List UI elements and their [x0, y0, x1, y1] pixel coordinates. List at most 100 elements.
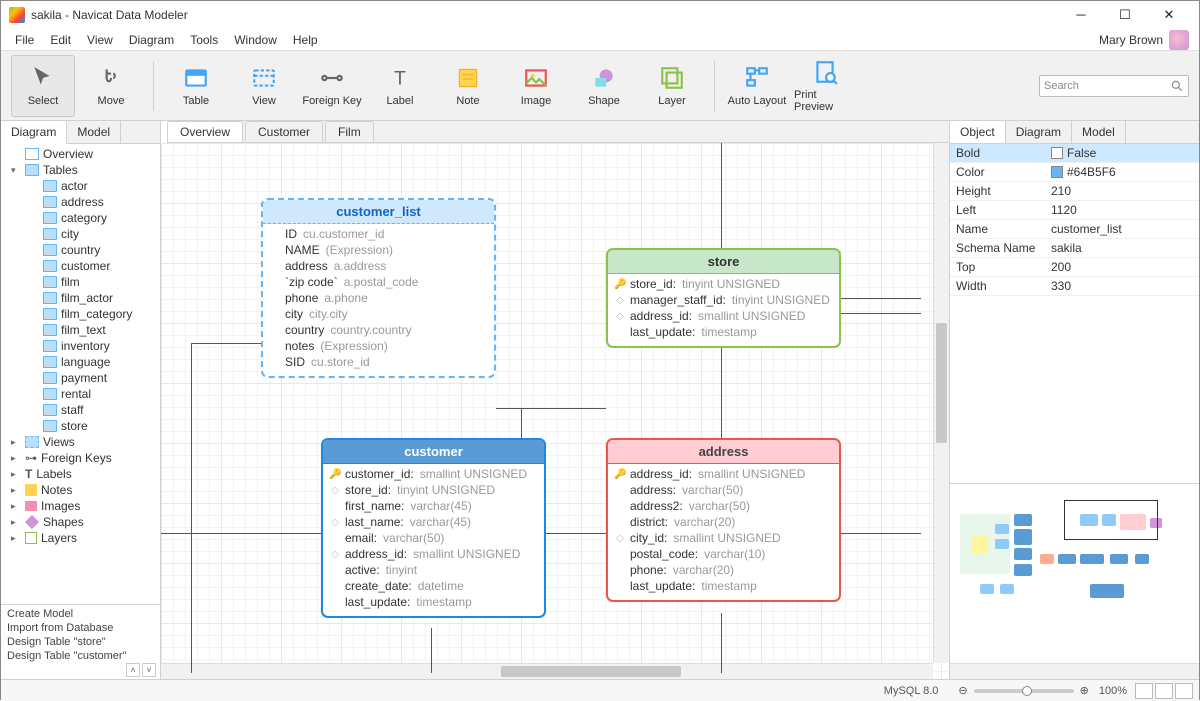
toolbar-label[interactable]: TLabel [368, 55, 432, 117]
overview-scroll[interactable] [950, 663, 1199, 679]
toolbar-table[interactable]: Table [164, 55, 228, 117]
entity-store[interactable]: store🔑store_id: tinyint UNSIGNED◇manager… [606, 248, 841, 348]
prop-bold[interactable]: BoldFalse [950, 144, 1199, 163]
tab-overview[interactable]: Overview [167, 121, 243, 142]
tree-table-category[interactable]: category [1, 210, 160, 226]
toolbar-shape[interactable]: Shape [572, 55, 636, 117]
field[interactable]: address: varchar(50) [614, 482, 833, 498]
overview-viewport[interactable] [1064, 500, 1158, 540]
tree-labels[interactable]: ▸TLabels [1, 466, 160, 482]
tab-customer[interactable]: Customer [245, 121, 323, 142]
field[interactable]: ◇store_id: tinyint UNSIGNED [329, 482, 538, 498]
tab-film[interactable]: Film [325, 121, 374, 142]
prop-name[interactable]: Namecustomer_list [950, 220, 1199, 239]
menu-view[interactable]: View [79, 31, 121, 49]
toolbar-note[interactable]: Note [436, 55, 500, 117]
recent-item[interactable]: Design Table "store" [1, 635, 160, 649]
menu-window[interactable]: Window [226, 31, 285, 49]
field[interactable]: phone a.phone [269, 290, 488, 306]
field[interactable]: email: varchar(50) [329, 530, 538, 546]
tree-notes[interactable]: ▸Notes [1, 482, 160, 498]
field[interactable]: ID cu.customer_id [269, 226, 488, 242]
tree-table-film_actor[interactable]: film_actor [1, 290, 160, 306]
tree-table-country[interactable]: country [1, 242, 160, 258]
entity-customer_list[interactable]: customer_listID cu.customer_idNAME (Expr… [261, 198, 496, 378]
tree-table-language[interactable]: language [1, 354, 160, 370]
diagram-tree[interactable]: Overview▾Tablesactoraddresscategorycityc… [1, 144, 160, 604]
field[interactable]: ◇address_id: smallint UNSIGNED [614, 308, 833, 324]
recent-up[interactable]: ˄ [126, 663, 140, 677]
tree-views[interactable]: ▸Views [1, 434, 160, 450]
toolbar-printpreview[interactable]: Print Preview [793, 55, 857, 117]
field[interactable]: NAME (Expression) [269, 242, 488, 258]
entity-address[interactable]: address🔑address_id: smallint UNSIGNEDadd… [606, 438, 841, 602]
tree-table-payment[interactable]: payment [1, 370, 160, 386]
view-mode-3[interactable] [1175, 683, 1193, 699]
field[interactable]: last_update: timestamp [614, 324, 833, 340]
menu-diagram[interactable]: Diagram [121, 31, 182, 49]
zoom-out-icon[interactable]: ⊖ [958, 684, 967, 697]
toolbar-select[interactable]: Select [11, 55, 75, 117]
canvas-scroll-vertical[interactable] [933, 143, 949, 663]
tab-diagram[interactable]: Diagram [1, 121, 67, 144]
field[interactable]: 🔑store_id: tinyint UNSIGNED [614, 276, 833, 292]
overview-map[interactable] [950, 483, 1199, 663]
tab-diagram-props[interactable]: Diagram [1006, 121, 1072, 143]
canvas-scroll-horizontal[interactable] [161, 663, 933, 679]
field[interactable]: SID cu.store_id [269, 354, 488, 370]
prop-width[interactable]: Width330 [950, 277, 1199, 296]
field[interactable]: phone: varchar(20) [614, 562, 833, 578]
tree-table-rental[interactable]: rental [1, 386, 160, 402]
tree-table-inventory[interactable]: inventory [1, 338, 160, 354]
tab-model-props[interactable]: Model [1072, 121, 1126, 143]
tree-overview[interactable]: Overview [1, 146, 160, 162]
tree-table-store[interactable]: store [1, 418, 160, 434]
view-mode-2[interactable] [1155, 683, 1173, 699]
minimize-button[interactable]: ─ [1059, 1, 1103, 29]
toolbar-layer[interactable]: Layer [640, 55, 704, 117]
field[interactable]: first_name: varchar(45) [329, 498, 538, 514]
maximize-button[interactable]: ☐ [1103, 1, 1147, 29]
recent-item[interactable]: Design Table "customer" [1, 649, 160, 663]
field[interactable]: last_update: timestamp [614, 578, 833, 594]
field[interactable]: 🔑address_id: smallint UNSIGNED [614, 466, 833, 482]
tree-table-actor[interactable]: actor [1, 178, 160, 194]
field[interactable]: address2: varchar(50) [614, 498, 833, 514]
close-button[interactable]: ✕ [1147, 1, 1191, 29]
prop-height[interactable]: Height210 [950, 182, 1199, 201]
prop-top[interactable]: Top200 [950, 258, 1199, 277]
tree-table-film_category[interactable]: film_category [1, 306, 160, 322]
field[interactable]: last_update: timestamp [329, 594, 538, 610]
er-canvas[interactable]: customer_listID cu.customer_idNAME (Expr… [161, 143, 949, 679]
menu-help[interactable]: Help [285, 31, 326, 49]
menu-tools[interactable]: Tools [182, 31, 226, 49]
search-input[interactable]: Search [1039, 75, 1189, 97]
field[interactable]: address a.address [269, 258, 488, 274]
tab-model[interactable]: Model [67, 121, 121, 143]
field[interactable]: city city.city [269, 306, 488, 322]
field[interactable]: notes (Expression) [269, 338, 488, 354]
zoom-control[interactable]: ⊖ ⊕ [958, 684, 1088, 697]
tree-foreign-keys[interactable]: ▸⊶Foreign Keys [1, 450, 160, 466]
user-area[interactable]: Mary Brown [1099, 30, 1193, 50]
field[interactable]: 🔑customer_id: smallint UNSIGNED [329, 466, 538, 482]
view-mode-1[interactable] [1135, 683, 1153, 699]
property-grid[interactable]: BoldFalseColor#64B5F6Height210Left1120Na… [950, 144, 1199, 296]
recent-item[interactable]: Create Model [1, 607, 160, 621]
field[interactable]: district: varchar(20) [614, 514, 833, 530]
toolbar-foreignkey[interactable]: Foreign Key [300, 55, 364, 117]
field[interactable]: ◇city_id: smallint UNSIGNED [614, 530, 833, 546]
zoom-in-icon[interactable]: ⊕ [1080, 684, 1089, 697]
tree-table-film_text[interactable]: film_text [1, 322, 160, 338]
menu-edit[interactable]: Edit [42, 31, 79, 49]
field[interactable]: ◇manager_staff_id: tinyint UNSIGNED [614, 292, 833, 308]
toolbar-autolayout[interactable]: Auto Layout [725, 55, 789, 117]
field[interactable]: country country.country [269, 322, 488, 338]
field[interactable]: postal_code: varchar(10) [614, 546, 833, 562]
tree-table-city[interactable]: city [1, 226, 160, 242]
tree-table-customer[interactable]: customer [1, 258, 160, 274]
field[interactable]: ◇address_id: smallint UNSIGNED [329, 546, 538, 562]
recent-item[interactable]: Import from Database [1, 621, 160, 635]
toolbar-view[interactable]: View [232, 55, 296, 117]
tab-object[interactable]: Object [950, 121, 1006, 143]
